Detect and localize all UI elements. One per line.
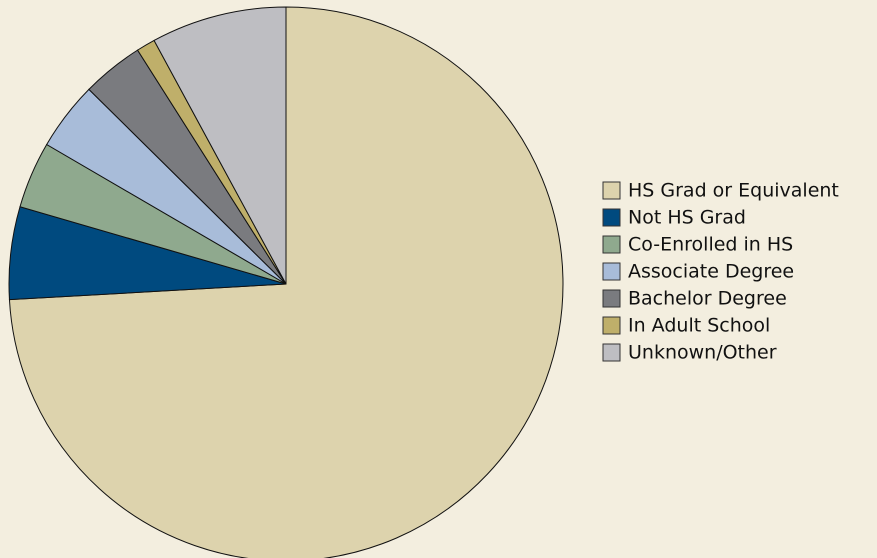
legend-swatch xyxy=(602,316,621,335)
legend-swatch xyxy=(602,235,621,254)
legend-label: Associate Degree xyxy=(628,261,794,283)
legend-label: Co-Enrolled in HS xyxy=(628,234,793,256)
legend-swatch xyxy=(602,289,621,308)
legend-label: In Adult School xyxy=(628,315,770,337)
legend-swatch xyxy=(602,343,621,362)
pie-slice xyxy=(153,6,287,285)
legend-swatch xyxy=(602,181,621,200)
legend-label: Unknown/Other xyxy=(628,342,777,364)
legend-swatch xyxy=(602,262,621,281)
legend-label: Not HS Grad xyxy=(628,207,746,229)
legend-label: Bachelor Degree xyxy=(628,288,787,310)
legend-swatch xyxy=(602,208,621,227)
legend-label: HS Grad or Equivalent xyxy=(628,180,839,202)
